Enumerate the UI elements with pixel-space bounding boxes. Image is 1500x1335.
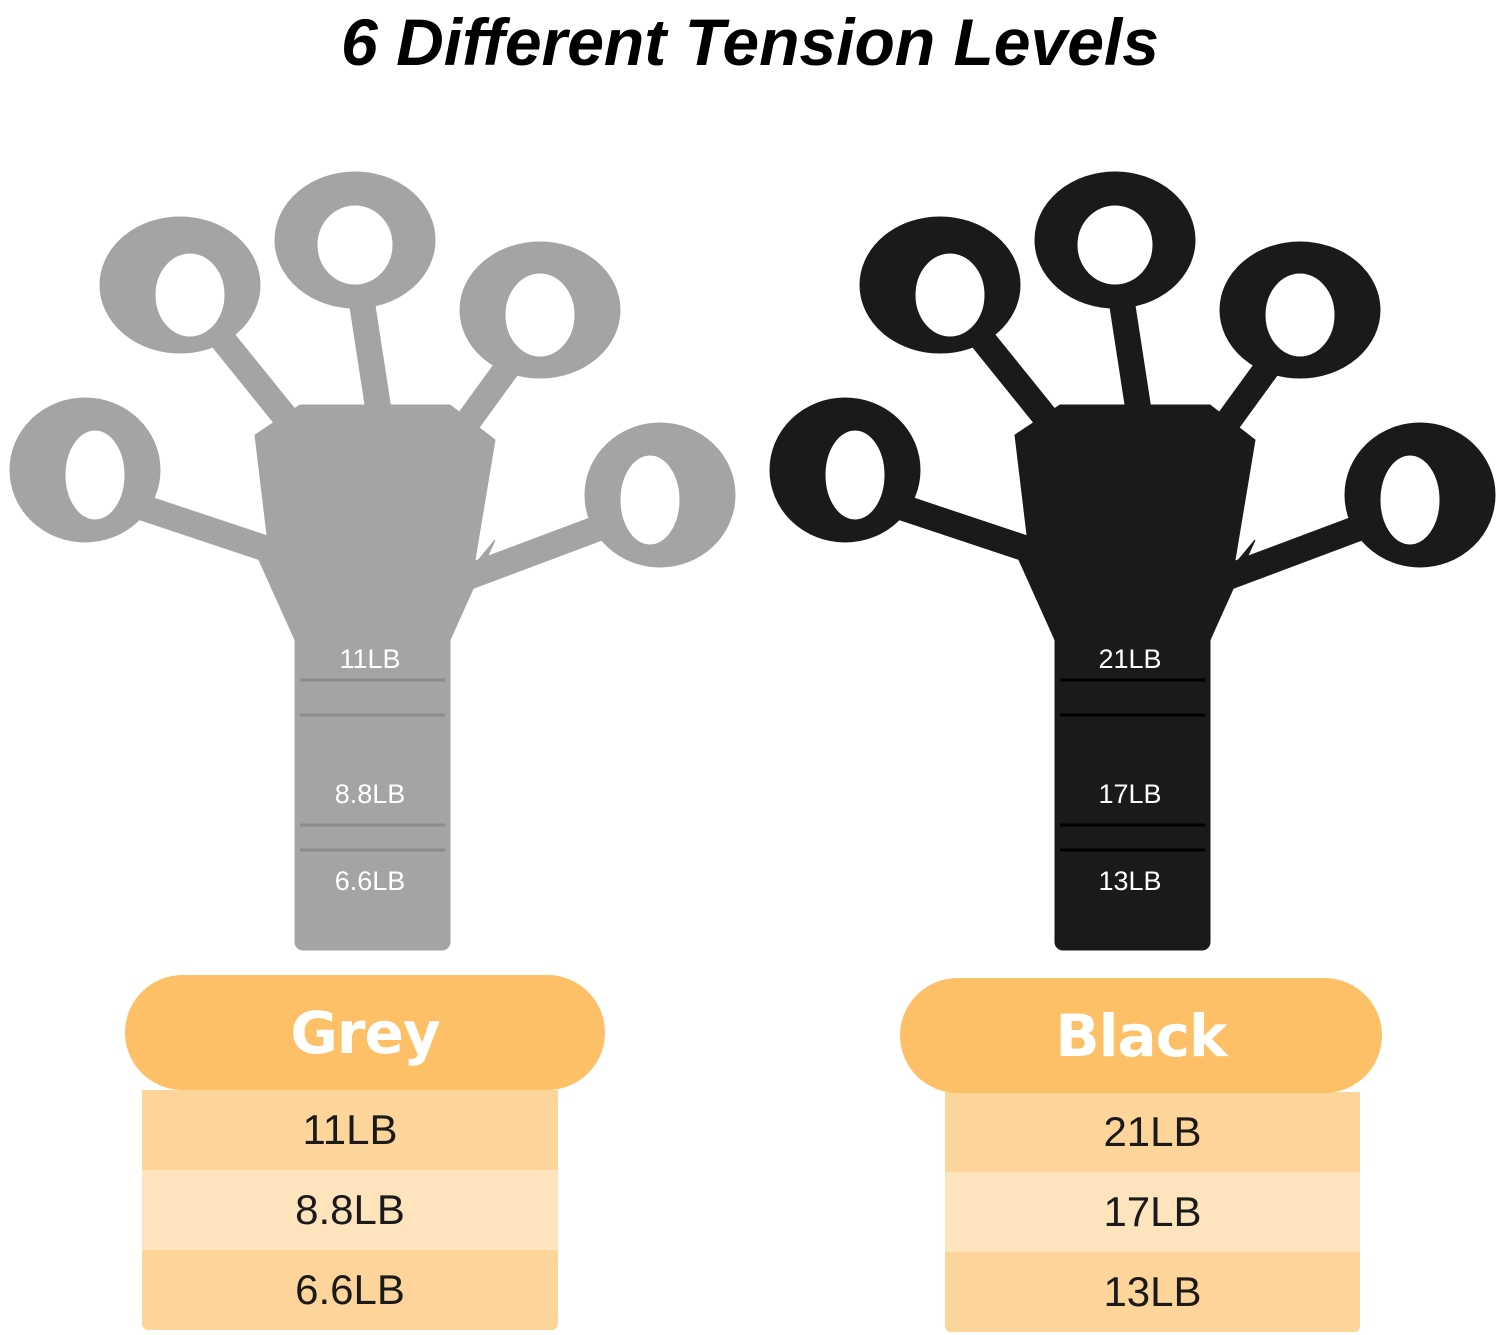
level-row: 11LB xyxy=(142,1090,558,1170)
grey-color-label: Grey xyxy=(125,975,605,1090)
level-row: 21LB xyxy=(945,1092,1360,1172)
black-levels-table: 21LB 17LB 13LB xyxy=(945,1092,1360,1332)
page-title: 6 Different Tension Levels xyxy=(341,5,1159,79)
band-label: 13LB xyxy=(1098,866,1161,896)
black-color-label: Black xyxy=(900,978,1382,1093)
hand-trainers: 11LB 8.8LB 6.6LB 21LB 17LB 13LB xyxy=(0,0,1500,970)
band-label: 8.8LB xyxy=(335,779,406,809)
band-label: 11LB xyxy=(339,644,400,674)
level-row: 6.6LB xyxy=(142,1250,558,1330)
level-row: 13LB xyxy=(945,1252,1360,1332)
band-label: 21LB xyxy=(1098,644,1161,674)
band-label: 17LB xyxy=(1098,779,1161,809)
black-hand-trainer: 21LB 17LB 13LB xyxy=(770,172,1495,950)
band-label: 6.6LB xyxy=(335,866,406,896)
level-row: 8.8LB xyxy=(142,1170,558,1250)
grey-hand-trainer: 11LB 8.8LB 6.6LB xyxy=(10,172,735,950)
level-row: 17LB xyxy=(945,1172,1360,1252)
grey-levels-table: 11LB 8.8LB 6.6LB xyxy=(142,1090,558,1330)
